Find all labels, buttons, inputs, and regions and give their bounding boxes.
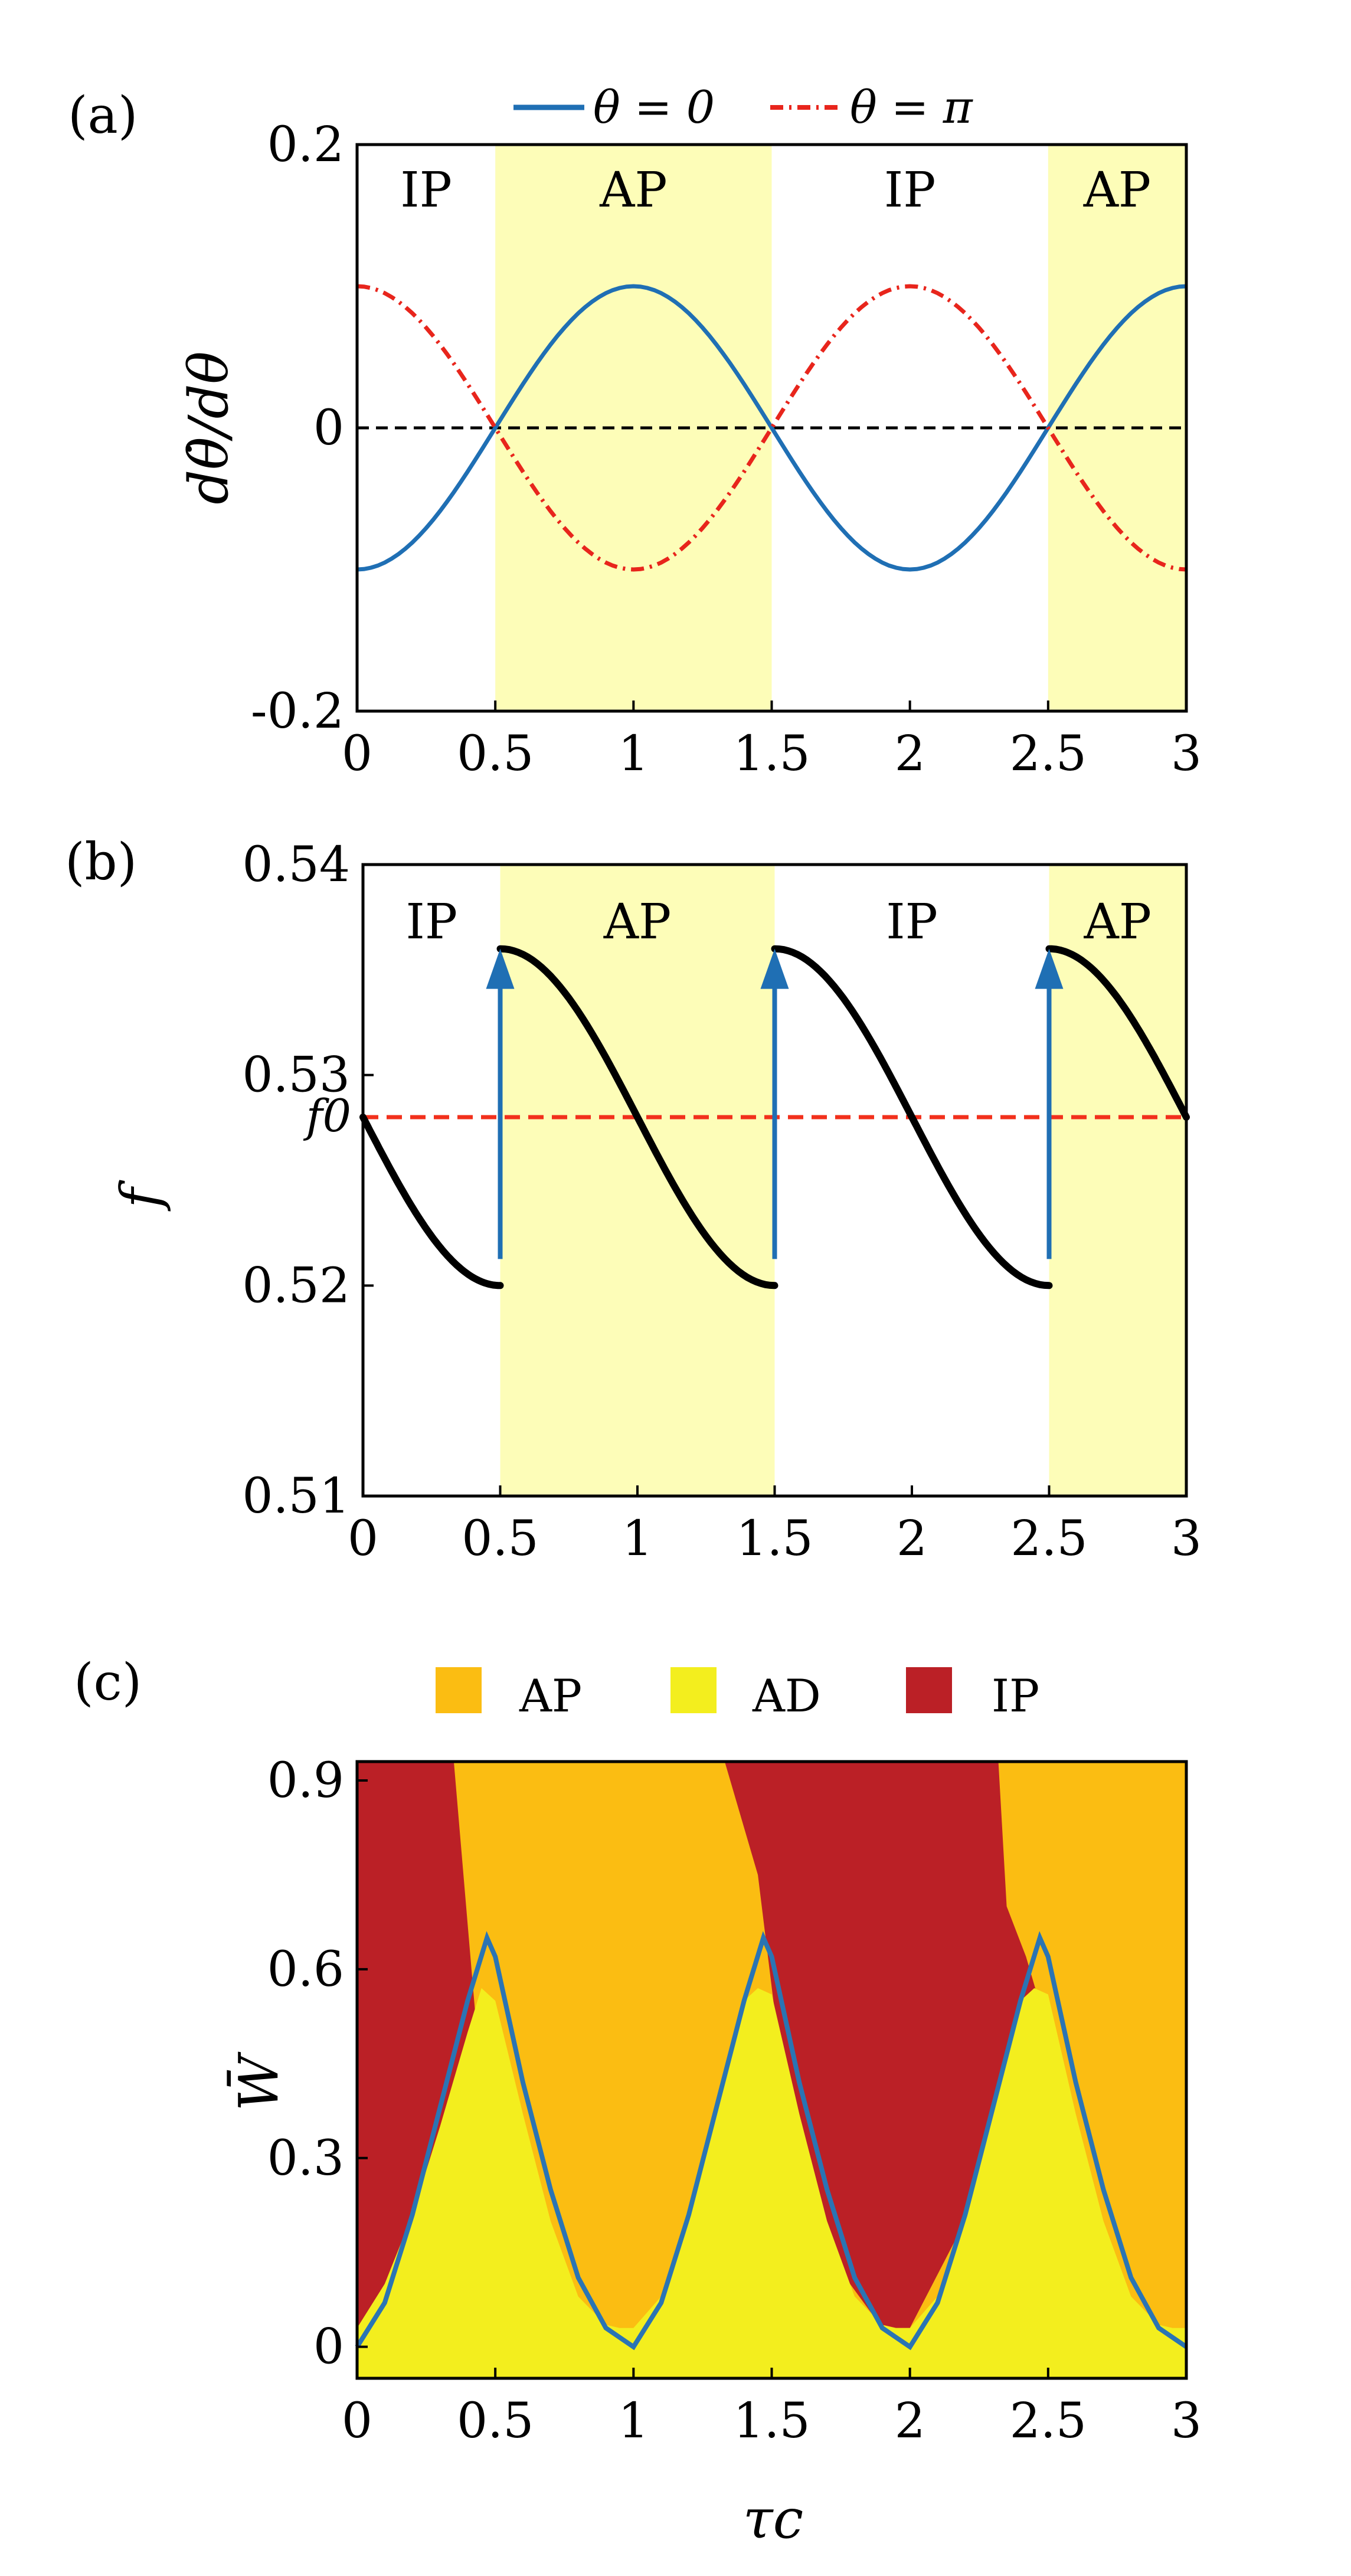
c-legend-label-ad: AD: [752, 1670, 821, 1722]
c-legend-label-ip: IP: [992, 1670, 1039, 1722]
b-y-tick-label: 0.52: [242, 1258, 350, 1314]
c-x-tick-label: 3: [1171, 2393, 1202, 2449]
a-x-tick-label: 2: [895, 726, 925, 782]
b-y-tick-label: 0.51: [242, 1468, 350, 1524]
b-plot-area: [359, 945, 1190, 1289]
c-x-tick-label: 0.5: [457, 2393, 534, 2449]
c-x-tick-label: 1.5: [733, 2393, 810, 2449]
b-f0-tick-label: f0: [303, 1089, 351, 1142]
b-jump-arrowhead: [760, 948, 789, 989]
a-legend: θ = 0 θ = π: [513, 81, 974, 133]
a-y-tick-label: 0.2: [267, 117, 344, 173]
c-y-tick-label: 0: [313, 2319, 344, 2375]
a-plot-area: [356, 284, 1187, 572]
a-x-tick-label: 0.5: [457, 726, 534, 782]
a-x-tick-label: 2.5: [1010, 726, 1087, 782]
b-shaded-regions: [500, 865, 1186, 1496]
c-heatmap: [357, 1762, 1186, 2378]
b-x-tick-label: 1.5: [736, 1511, 813, 1567]
a-region-labels: IP AP IP AP: [400, 162, 1151, 218]
c-y-tick-label: 0.9: [267, 1753, 344, 1809]
b-region-shade-ap: [500, 865, 775, 1496]
b-x-tick-label: 2.5: [1010, 1511, 1087, 1567]
b-x-tick-label: 0.5: [462, 1511, 538, 1567]
a-legend-label-theta-0: θ = 0: [593, 81, 715, 133]
panel-a: (a) 0 0.5 1 1.5 2 2.5 3-0.200.2 IP AP IP AP dθ̇/d…: [68, 81, 1202, 782]
c-y-axis-label: W̄: [227, 2051, 290, 2111]
b-y-tick-label: 0.54: [242, 837, 350, 893]
a-legend-label-theta-pi: θ = π: [850, 81, 974, 133]
b-x-tick-label: 0: [348, 1511, 378, 1567]
c-boundary-curve: [355, 1931, 1188, 2351]
c-legend-label-ap: AP: [519, 1670, 582, 1722]
a-ticks: 0 0.5 1 1.5 2 2.5 3-0.200.2: [251, 117, 1202, 782]
b-y-tick-label: 0.53: [242, 1048, 350, 1104]
b-region-label-ap: AP: [1084, 894, 1152, 950]
a-y-tick-label: 0: [313, 400, 344, 456]
b-frequency-segment: [771, 945, 1053, 1289]
a-x-tick-label: 1: [618, 726, 649, 782]
b-jump-arrowhead: [486, 948, 515, 989]
c-x-axis-label: τc: [743, 2487, 803, 2551]
c-x-tick-label: 1: [618, 2393, 649, 2449]
a-x-tick-label: 1.5: [733, 726, 810, 782]
c-x-tick-label: 2.5: [1010, 2393, 1087, 2449]
c-region-ad: [357, 1988, 1186, 2378]
b-frequency-segment: [1045, 945, 1190, 1121]
c-y-tick-label: 0.3: [267, 2130, 344, 2187]
c-plot-area: [355, 1931, 1188, 2351]
b-region-label-ip: IP: [886, 894, 938, 950]
b-frequency-segment: [496, 945, 778, 1289]
c-x-tick-label: 0: [342, 2393, 372, 2449]
c-ticks: 0 0.5 1 1.5 2 2.5 3 0 0.3 0.6 0.9: [267, 1753, 1202, 2449]
b-region-label-ap: AP: [603, 894, 671, 950]
b-x-tick-label: 1: [622, 1511, 653, 1567]
c-x-tick-label: 2: [895, 2393, 925, 2449]
b-y-axis-label: f: [109, 1180, 172, 1212]
b-region-label-ip: IP: [405, 894, 457, 950]
b-x-tick-label: 3: [1171, 1511, 1202, 1567]
a-y-axis-label: dθ̇/dθ: [177, 351, 240, 505]
c-legend-swatch-ap: [436, 1667, 482, 1713]
a-x-tick-label: 3: [1171, 726, 1202, 782]
b-jump-arrowhead: [1035, 948, 1064, 989]
c-legend-swatch-ad: [670, 1667, 717, 1713]
c-legend: AP AD IP: [436, 1667, 1039, 1722]
panel-label-a: (a): [68, 86, 138, 145]
a-region-label-ip: IP: [884, 162, 936, 218]
panel-label-b: (b): [65, 833, 137, 892]
c-legend-swatch-ip: [906, 1667, 952, 1713]
a-region-label-ip: IP: [400, 162, 452, 218]
a-y-tick-label: -0.2: [251, 683, 344, 739]
c-y-tick-label: 0.6: [267, 1942, 344, 1998]
a-series-line-theta-pi: [356, 284, 1187, 572]
b-x-tick-label: 2: [897, 1511, 927, 1567]
c-region-ip: [724, 1762, 1048, 2328]
b-region-labels: IP AP IP AP: [405, 894, 1151, 950]
b-frequency-segment: [359, 1114, 504, 1289]
b-region-shade-ap: [1049, 865, 1186, 1496]
a-x-tick-label: 0: [342, 726, 372, 782]
a-region-label-ap: AP: [599, 162, 667, 218]
panel-label-c: (c): [74, 1653, 142, 1712]
panel-c: (c) AP AD IP 0 0.5 1 1.5 2 2.5 300.30.60.9 τc …: [74, 1653, 1202, 2551]
a-region-label-ap: AP: [1083, 162, 1151, 218]
